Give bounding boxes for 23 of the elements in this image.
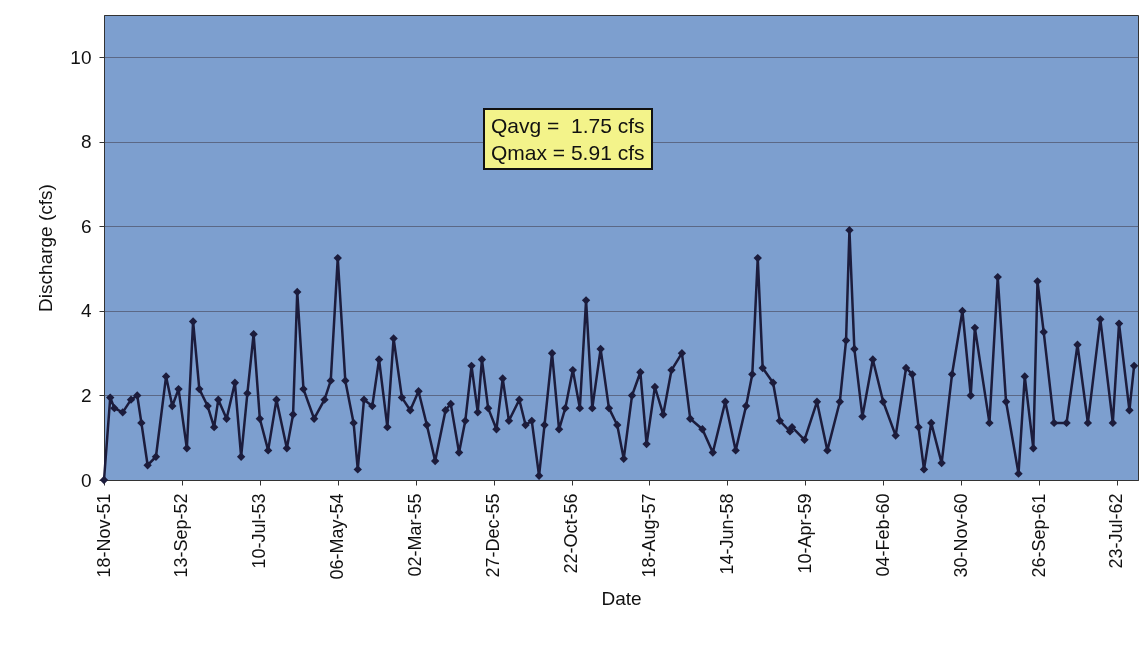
y-tick-label: 6 (80, 215, 92, 237)
y-tick-label: 4 (80, 300, 92, 322)
x-tick-label: 30-Nov-60 (950, 493, 971, 578)
x-tick-label: 04-Feb-60 (872, 493, 893, 577)
x-tick-label: 22-Oct-56 (561, 493, 582, 574)
x-tick-label: 02-Mar-55 (405, 493, 426, 577)
x-tick-label: 23-Jul-62 (1106, 493, 1127, 569)
x-tick-label: 27-Dec-55 (483, 493, 504, 578)
x-tick-label: 14-Jun-58 (716, 493, 737, 575)
x-tick-label: 10-Jul-53 (249, 493, 270, 569)
x-tick-label: 18-Nov-51 (93, 493, 114, 578)
y-tick-label: 10 (70, 46, 92, 68)
x-tick-label: 10-Apr-59 (794, 493, 815, 574)
x-tick-label: 18-Aug-57 (638, 493, 659, 578)
note-box: Qavg = 1.75 cfs Qmax = 5.91 cfs (483, 108, 653, 170)
y-tick-label: 0 (80, 469, 92, 491)
y-tick-label: 2 (80, 384, 92, 406)
x-tick-label: 26-Sep-61 (1028, 493, 1049, 578)
y-tick-label: 8 (80, 131, 92, 153)
x-tick-label: 06-May-54 (327, 493, 348, 580)
y-axis-title: Discharge (cfs) (35, 184, 57, 312)
x-axis-title: Date (601, 587, 642, 609)
x-tick-label: 13-Sep-52 (171, 493, 192, 578)
